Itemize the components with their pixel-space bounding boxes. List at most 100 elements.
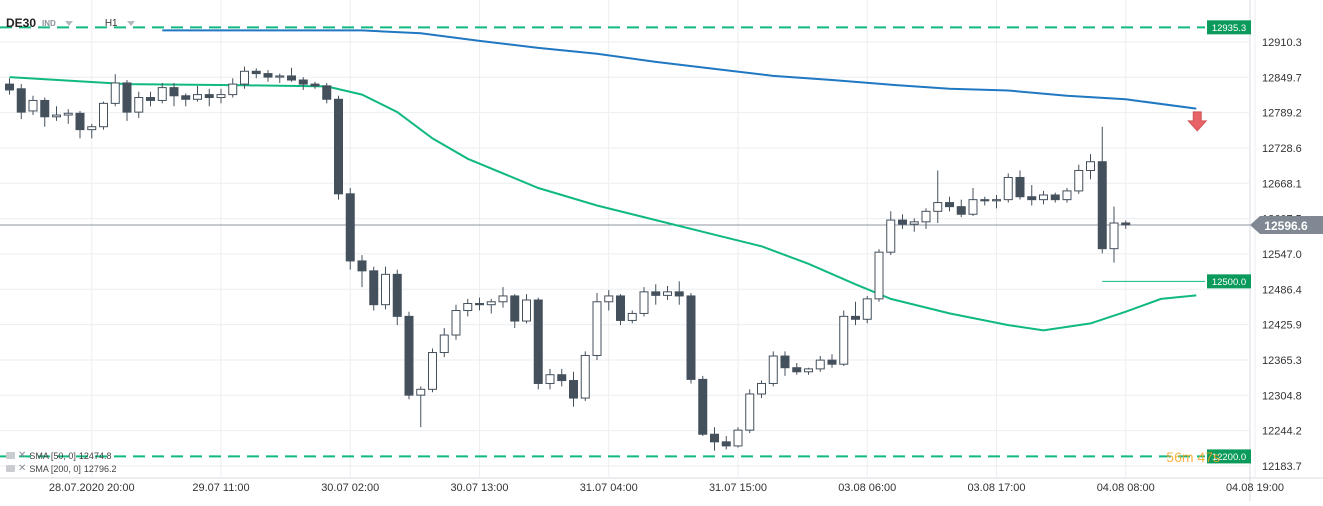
candle[interactable] <box>5 83 14 91</box>
candle[interactable] <box>792 367 802 373</box>
candle[interactable] <box>663 291 672 296</box>
candle[interactable] <box>745 393 755 431</box>
candle[interactable] <box>1121 222 1131 226</box>
symbol-label[interactable]: DE30 <box>6 16 37 30</box>
candle[interactable] <box>580 354 590 399</box>
candle[interactable] <box>886 219 896 253</box>
candle[interactable] <box>533 299 543 384</box>
candle[interactable] <box>298 79 308 85</box>
candle[interactable] <box>122 82 132 113</box>
timeframe-label[interactable]: H1 <box>104 17 118 29</box>
close-icon[interactable]: ✕ <box>18 450 27 461</box>
candle[interactable] <box>63 112 73 116</box>
candle[interactable] <box>157 87 167 101</box>
legend-sma200[interactable]: ✕ SMA [200, 0] 12796.2 <box>6 463 116 474</box>
candle[interactable] <box>780 355 790 369</box>
candle[interactable] <box>1109 222 1119 250</box>
candle[interactable] <box>909 221 919 225</box>
candle[interactable] <box>851 315 860 320</box>
symbol-dropdown-icon[interactable] <box>64 20 73 26</box>
candle[interactable] <box>1050 194 1060 201</box>
candle[interactable] <box>804 368 813 373</box>
candle[interactable] <box>134 97 144 113</box>
candle[interactable] <box>110 82 120 104</box>
candle[interactable] <box>1015 176 1025 198</box>
candle[interactable] <box>862 298 872 320</box>
candle[interactable] <box>345 193 355 262</box>
candle[interactable] <box>52 114 61 118</box>
candle[interactable] <box>498 295 508 303</box>
candle[interactable] <box>980 199 990 202</box>
candle[interactable] <box>569 380 578 399</box>
candle[interactable] <box>945 202 954 208</box>
candle[interactable] <box>710 433 719 443</box>
close-icon[interactable]: ✕ <box>18 463 27 474</box>
candle[interactable] <box>921 210 931 223</box>
candle[interactable] <box>216 94 226 99</box>
candle[interactable] <box>381 273 390 306</box>
candle[interactable] <box>310 83 320 87</box>
candle[interactable] <box>956 206 966 215</box>
candle[interactable] <box>898 219 907 225</box>
candle[interactable] <box>169 87 179 97</box>
candle[interactable] <box>510 295 520 322</box>
candle[interactable] <box>815 359 825 370</box>
candle[interactable] <box>627 312 637 321</box>
candle[interactable] <box>451 310 461 336</box>
candle[interactable] <box>757 382 766 395</box>
candle[interactable] <box>827 359 837 365</box>
candle[interactable] <box>16 88 26 113</box>
candle[interactable] <box>1074 169 1084 192</box>
candle[interactable] <box>369 270 379 306</box>
candle[interactable] <box>181 95 191 100</box>
candle[interactable] <box>616 295 625 321</box>
legend-sma50[interactable]: ✕ SMA [50, 0] 12474.8 <box>6 450 111 461</box>
candle[interactable] <box>1097 161 1107 250</box>
candle[interactable] <box>557 374 567 382</box>
candle[interactable] <box>263 73 273 78</box>
sma50-line[interactable] <box>9 76 1197 332</box>
candle[interactable] <box>357 260 367 272</box>
candle[interactable] <box>698 378 708 435</box>
candle[interactable] <box>486 301 496 306</box>
candle[interactable] <box>1003 176 1013 201</box>
candle[interactable] <box>1027 196 1037 201</box>
candle[interactable] <box>839 315 849 365</box>
candle[interactable] <box>768 355 778 384</box>
candle[interactable] <box>87 126 97 131</box>
indicator-settings-icon[interactable] <box>6 452 15 459</box>
candle[interactable] <box>416 388 426 396</box>
candle[interactable] <box>75 112 85 131</box>
candle[interactable] <box>968 199 978 215</box>
candle[interactable] <box>251 70 261 75</box>
candle[interactable] <box>228 83 238 96</box>
candle[interactable] <box>721 441 731 447</box>
candle[interactable] <box>428 352 437 390</box>
candle[interactable] <box>275 75 285 78</box>
candle[interactable] <box>240 70 249 85</box>
candle[interactable] <box>146 97 155 101</box>
candle[interactable] <box>40 99 50 118</box>
candle[interactable] <box>733 429 743 447</box>
candle[interactable] <box>463 303 473 312</box>
candle[interactable] <box>639 291 649 314</box>
candle[interactable] <box>874 251 884 300</box>
candle[interactable] <box>334 98 343 195</box>
candle[interactable] <box>193 94 202 100</box>
candle[interactable] <box>604 295 614 303</box>
candle[interactable] <box>686 295 696 380</box>
candle[interactable] <box>475 303 484 306</box>
candle[interactable] <box>992 199 1001 202</box>
candle[interactable] <box>545 374 555 384</box>
candle[interactable] <box>674 291 684 297</box>
sma200-line[interactable] <box>162 29 1197 110</box>
candle[interactable] <box>1062 190 1072 201</box>
candle[interactable] <box>651 291 661 296</box>
candle[interactable] <box>933 202 943 212</box>
candle[interactable] <box>28 99 38 112</box>
sell-arrow-icon[interactable] <box>1187 111 1208 132</box>
candle[interactable] <box>522 299 531 322</box>
candle[interactable] <box>439 334 449 354</box>
candle[interactable] <box>1039 194 1048 201</box>
